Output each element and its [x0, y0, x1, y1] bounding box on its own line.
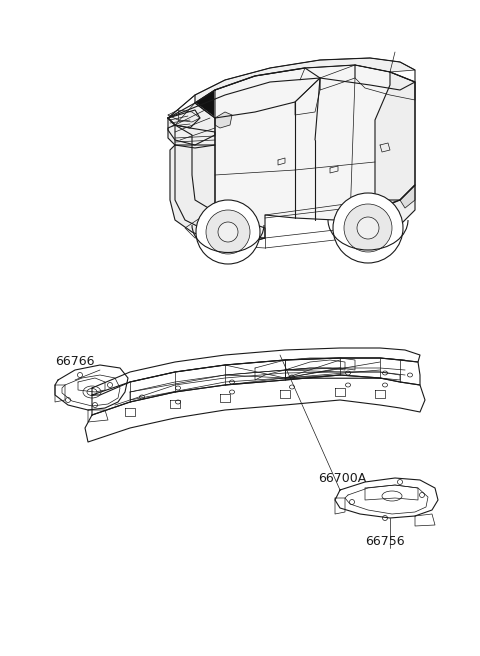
Text: 66700A: 66700A	[318, 472, 366, 485]
Polygon shape	[195, 68, 320, 118]
Polygon shape	[215, 112, 232, 128]
Polygon shape	[400, 185, 415, 208]
Polygon shape	[195, 58, 415, 103]
Circle shape	[196, 200, 260, 264]
Polygon shape	[168, 103, 215, 145]
Polygon shape	[170, 145, 250, 250]
Polygon shape	[168, 118, 265, 242]
Polygon shape	[295, 78, 320, 115]
Circle shape	[357, 217, 379, 239]
Text: 66766: 66766	[55, 355, 95, 368]
Polygon shape	[355, 65, 415, 100]
Circle shape	[206, 210, 250, 254]
Polygon shape	[375, 72, 415, 205]
Text: 66756: 66756	[365, 535, 405, 548]
Polygon shape	[320, 65, 355, 90]
Polygon shape	[215, 65, 415, 242]
Polygon shape	[375, 185, 415, 225]
Polygon shape	[168, 125, 215, 148]
Circle shape	[333, 193, 403, 263]
Circle shape	[344, 204, 392, 252]
Circle shape	[218, 222, 238, 242]
